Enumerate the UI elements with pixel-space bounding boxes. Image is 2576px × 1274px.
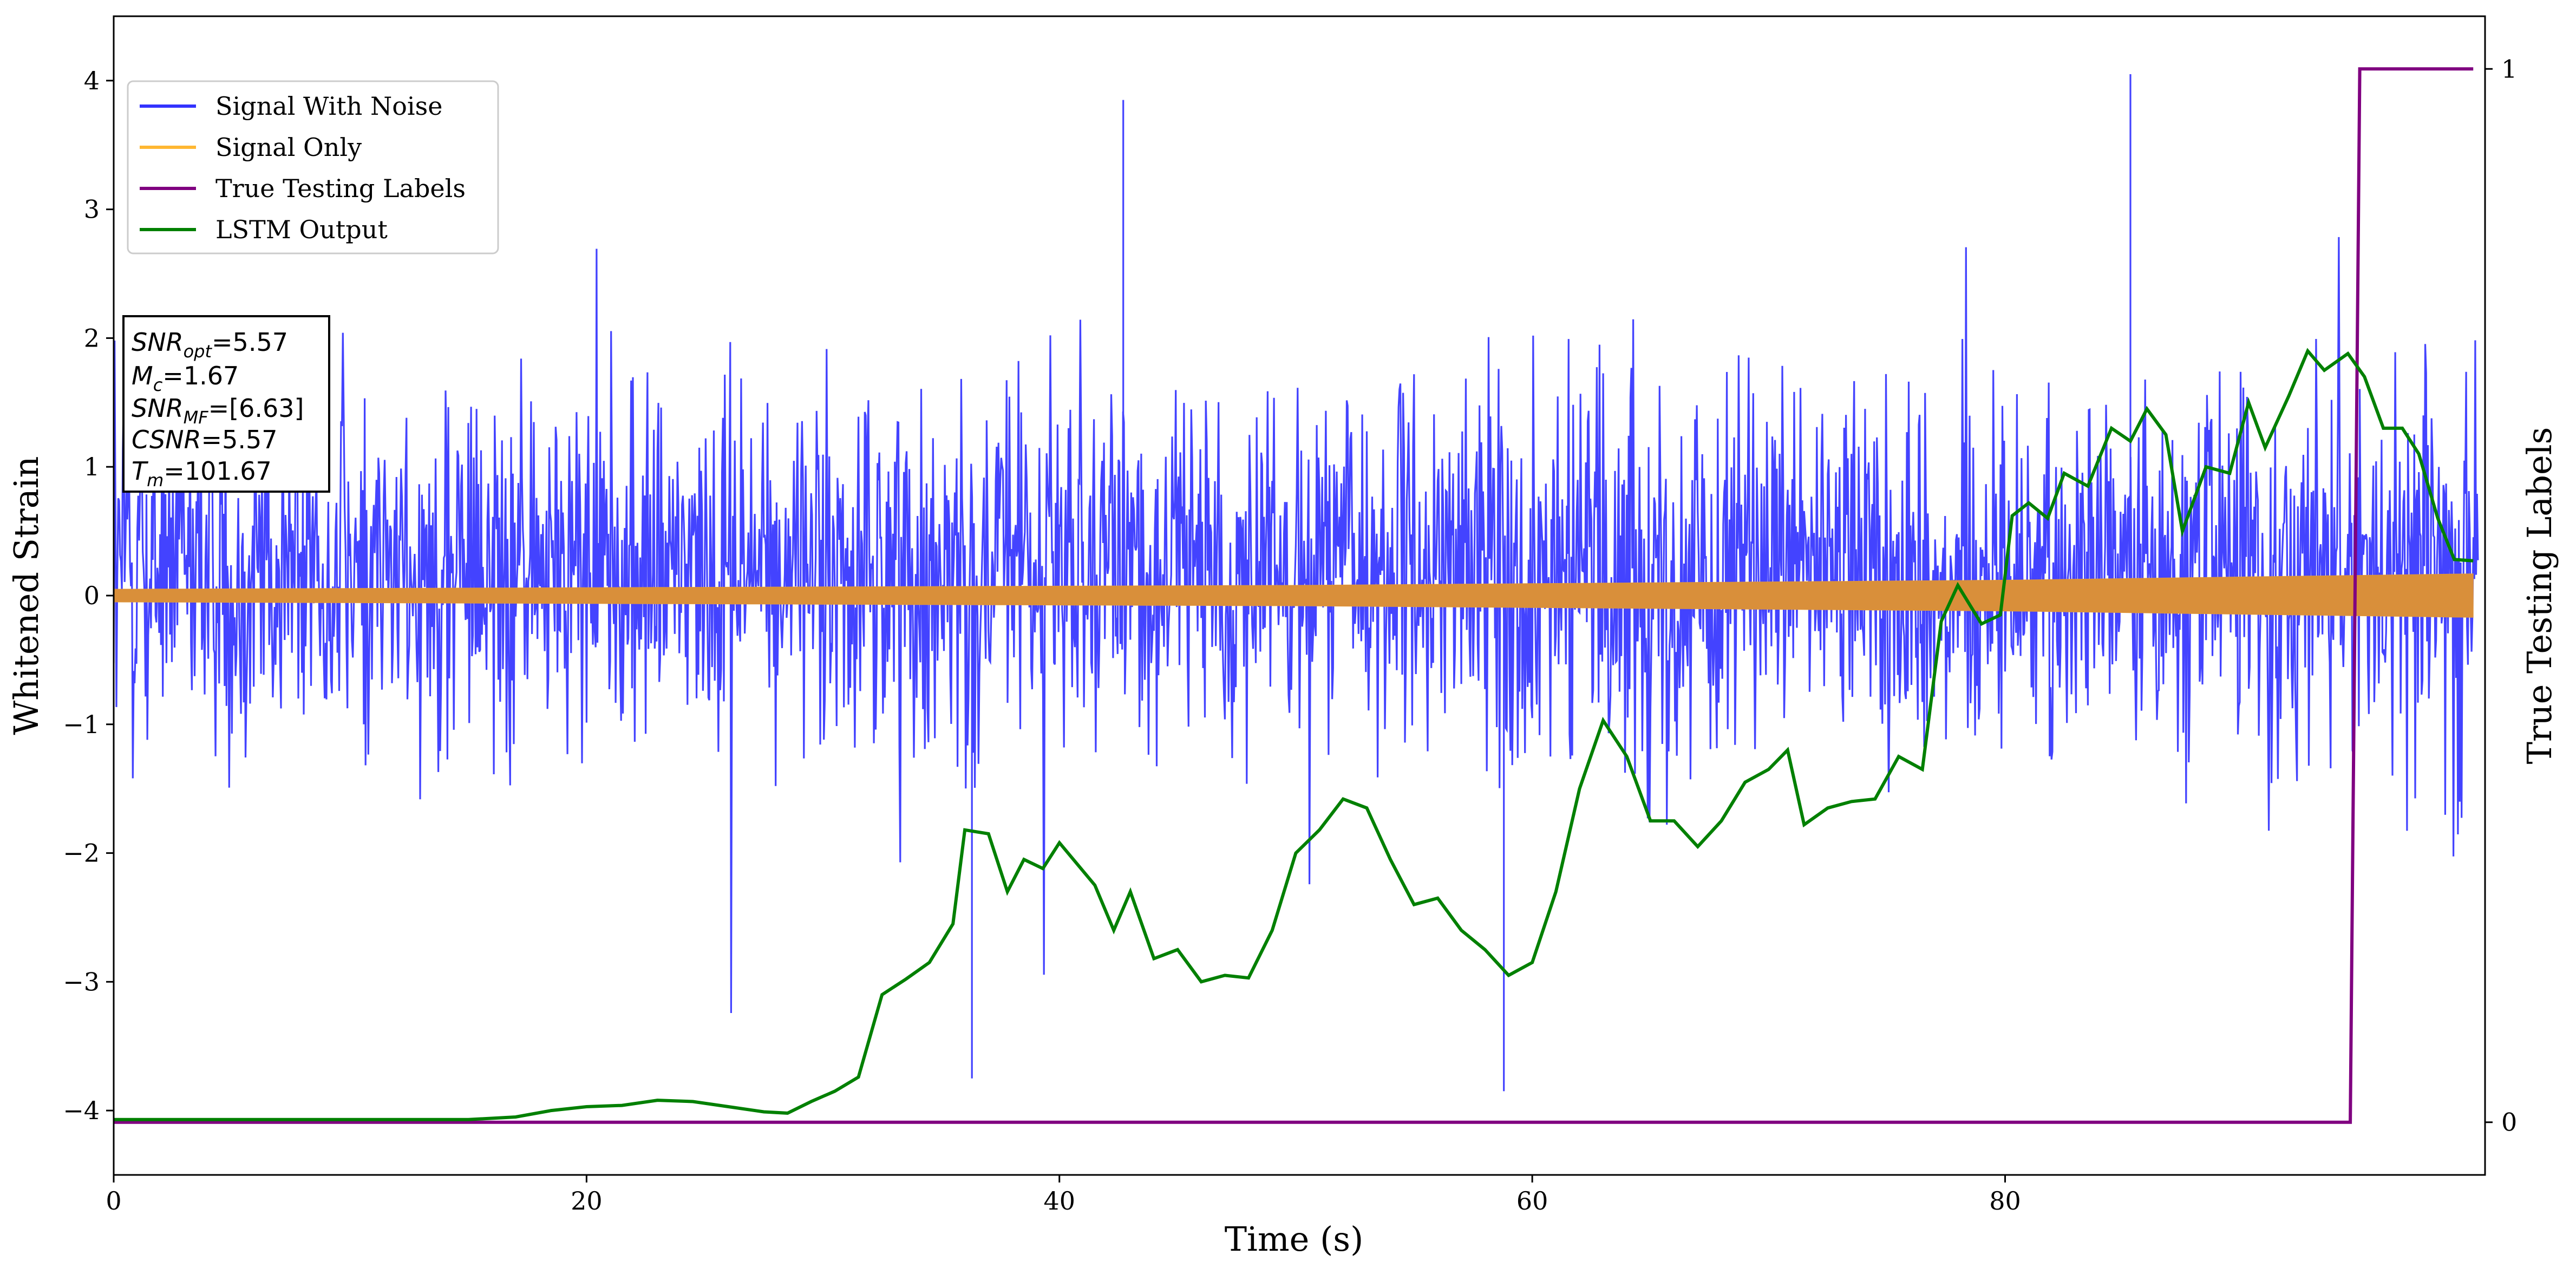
legend-label: Signal With Noise [215,92,442,121]
legend-frame [127,80,499,254]
x-tick-label: 40 [1043,1186,1075,1216]
y-axis-ticks: −4 −3 −2 −1 0 1 2 3 4 [63,66,114,1125]
right-tick-label: 0 [2501,1108,2517,1137]
x-axis-ticks: 0 20 40 60 80 [106,1175,2021,1216]
info-snr-mf: SNRMF=[6.63] [132,394,304,428]
x-tick-label: 60 [1516,1186,1548,1216]
info-tm: Tm=101.67 [132,456,272,491]
legend: Signal With Noise Signal Only True Testing… [127,80,499,254]
y-tick-label: −4 [63,1096,100,1125]
right-axis-ticks: 01 [2485,54,2517,1137]
y-tick-label: 3 [84,195,100,224]
x-tick-label: 80 [1989,1186,2021,1216]
info-snr-opt: SNRopt=5.57 [132,328,288,362]
lstm-output-line [114,348,2474,1121]
y-tick-label: 2 [84,323,100,352]
info-mc: Mc=1.67 [132,361,239,395]
info-box-frame [122,315,330,493]
y-tick-label: 4 [84,66,100,95]
y-tick-label: −3 [63,967,100,996]
plot-area [114,67,2479,1124]
x-tick-label: 0 [106,1186,121,1216]
x-tick-label: 20 [571,1186,603,1216]
right-tick-label: 1 [2501,54,2517,83]
signal-with-noise-line [114,74,2479,1092]
legend-label: LSTM Output [215,215,388,244]
y-axis-label: Whitened Strain [6,456,46,735]
y-tick-label: 0 [84,581,100,610]
legend-label: Signal Only [215,133,362,162]
y-tick-label: −1 [63,710,100,739]
signal-only-band [114,573,2474,618]
true-testing-labels-line [114,67,2474,1124]
info-csnr: CSNR=5.57 [132,425,278,454]
right-axis-label: True Testing Labels [2520,427,2559,765]
y-tick-label: −2 [63,839,100,868]
y-tick-label: 1 [84,452,100,481]
legend-label: True Testing Labels [215,174,466,203]
info-box: SNRopt=5.57 Mc=1.67 SNRMF=[6.63] CSNR=5.… [122,315,330,493]
x-axis-label: Time (s) [1225,1219,1364,1259]
